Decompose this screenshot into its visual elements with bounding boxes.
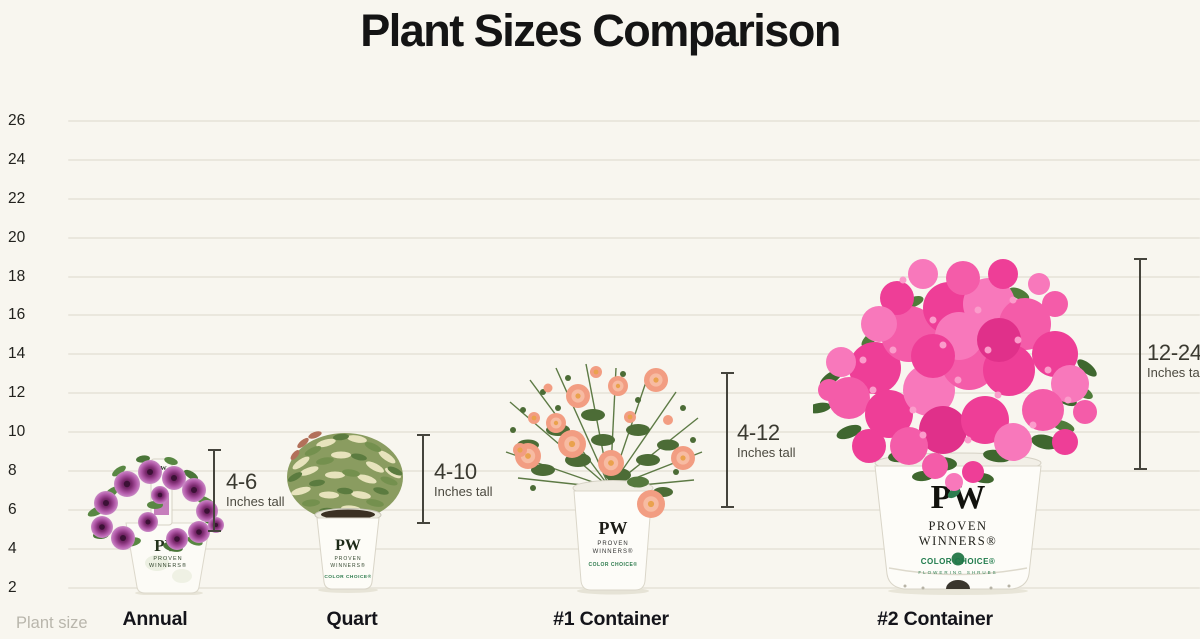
y-axis-tick: 22 xyxy=(8,190,26,207)
rose-flowers-back xyxy=(513,366,695,476)
gridline xyxy=(68,392,1200,394)
pot-line1-text: PROVEN xyxy=(334,556,361,562)
measure-bracket-quart xyxy=(416,434,430,524)
y-axis-tick: 18 xyxy=(8,268,26,285)
rose-flowers-front xyxy=(627,476,673,518)
page-title: Plant Sizes Comparison xyxy=(360,5,841,56)
plant-annual-illustration: PW PROVEN WINNERS® PW xyxy=(85,443,225,596)
height-unit: Inches tall xyxy=(737,445,796,460)
y-axis-tick: 8 xyxy=(8,462,17,479)
height-label-annual: 4-6 Inches tall xyxy=(226,469,285,510)
pot-brand-text: PW xyxy=(599,518,628,538)
pot-line2-text: WINNERS® xyxy=(919,534,997,548)
category-label-quart: Quart xyxy=(326,608,378,630)
container2-pot: PW PROVEN WINNERS® COLOR CHOICE® FLOWERI… xyxy=(874,452,1042,595)
quart-foliage xyxy=(287,431,403,521)
annual-flowers xyxy=(91,460,224,550)
plant-quart-illustration: PW PROVEN WINNERS® COLOR CHOICE® xyxy=(281,423,405,595)
pot-brand-text: PW xyxy=(335,537,361,554)
pot-line2-text: WINNERS® xyxy=(593,548,634,555)
gridline xyxy=(68,120,1200,122)
y-axis-tick: 16 xyxy=(8,306,26,323)
x-axis-title: Plant size xyxy=(16,614,88,632)
measure-bracket-annual xyxy=(207,449,221,532)
y-axis-tick: 6 xyxy=(8,501,17,518)
pot-colorchoice-text: COLOR CHOICE® xyxy=(324,573,371,580)
y-axis-tick: 10 xyxy=(8,423,26,440)
category-label-annual: Annual xyxy=(122,608,188,630)
measure-bracket-2-container xyxy=(1133,258,1147,470)
height-range: 4-6 xyxy=(226,469,257,494)
pot-colorchoice-sub-text: FLOWERING SHRUBS xyxy=(918,570,997,575)
gridline xyxy=(68,276,1200,278)
pot-colorchoice-text: COLOR CHOICE® xyxy=(588,561,637,568)
pot-line1-text: PROVEN xyxy=(597,541,628,547)
tag-brand-text: PW xyxy=(156,465,167,472)
height-range: 4-10 xyxy=(434,459,477,484)
pot-line1-text: PROVEN xyxy=(153,556,182,562)
y-axis-tick: 14 xyxy=(8,345,26,362)
plant-1-container-illustration: PW PROVEN WINNERS® COLOR CHOICE® xyxy=(498,360,708,595)
height-unit: Inches tall xyxy=(226,494,285,509)
height-range: 4-12 xyxy=(737,420,780,445)
shrub-flowers xyxy=(818,259,1097,491)
gridline xyxy=(68,198,1200,200)
category-label-1-container: #1 Container xyxy=(553,608,669,630)
measure-bracket-1-container xyxy=(720,372,734,508)
category-label-2-container: #2 Container xyxy=(877,608,993,630)
y-axis-tick: 20 xyxy=(8,229,26,246)
y-axis-tick: 4 xyxy=(8,540,17,557)
gridline xyxy=(68,237,1200,239)
height-range: 12-24 xyxy=(1147,340,1200,365)
gridline xyxy=(68,353,1200,355)
y-axis-tick: 26 xyxy=(8,112,26,129)
height-label-quart: 4-10 Inches tall xyxy=(434,459,493,500)
pot-line1-text: PROVEN xyxy=(928,519,987,533)
height-label-2-container: 12-24 Inches tall xyxy=(1147,340,1200,381)
gridline xyxy=(68,470,1200,472)
plant-2-container-illustration: PW PROVEN WINNERS® COLOR CHOICE® FLOWERI… xyxy=(807,250,1113,596)
pot-colorchoice-text: COLOR CHOICE® xyxy=(921,557,996,566)
quart-pot: PW PROVEN WINNERS® COLOR CHOICE® xyxy=(314,508,382,593)
height-label-1-container: 4-12 Inches tall xyxy=(737,420,796,461)
y-axis-tick: 2 xyxy=(8,579,17,596)
y-axis-tick: 24 xyxy=(8,151,26,168)
height-unit: Inches tall xyxy=(434,484,493,499)
y-axis-tick: 12 xyxy=(8,384,26,401)
gridline xyxy=(68,314,1200,316)
pot-line2-text: WINNERS® xyxy=(330,562,365,569)
height-unit: Inches tall xyxy=(1147,365,1200,380)
gridline xyxy=(68,159,1200,161)
pot-line2-text: WINNERS® xyxy=(149,562,187,569)
